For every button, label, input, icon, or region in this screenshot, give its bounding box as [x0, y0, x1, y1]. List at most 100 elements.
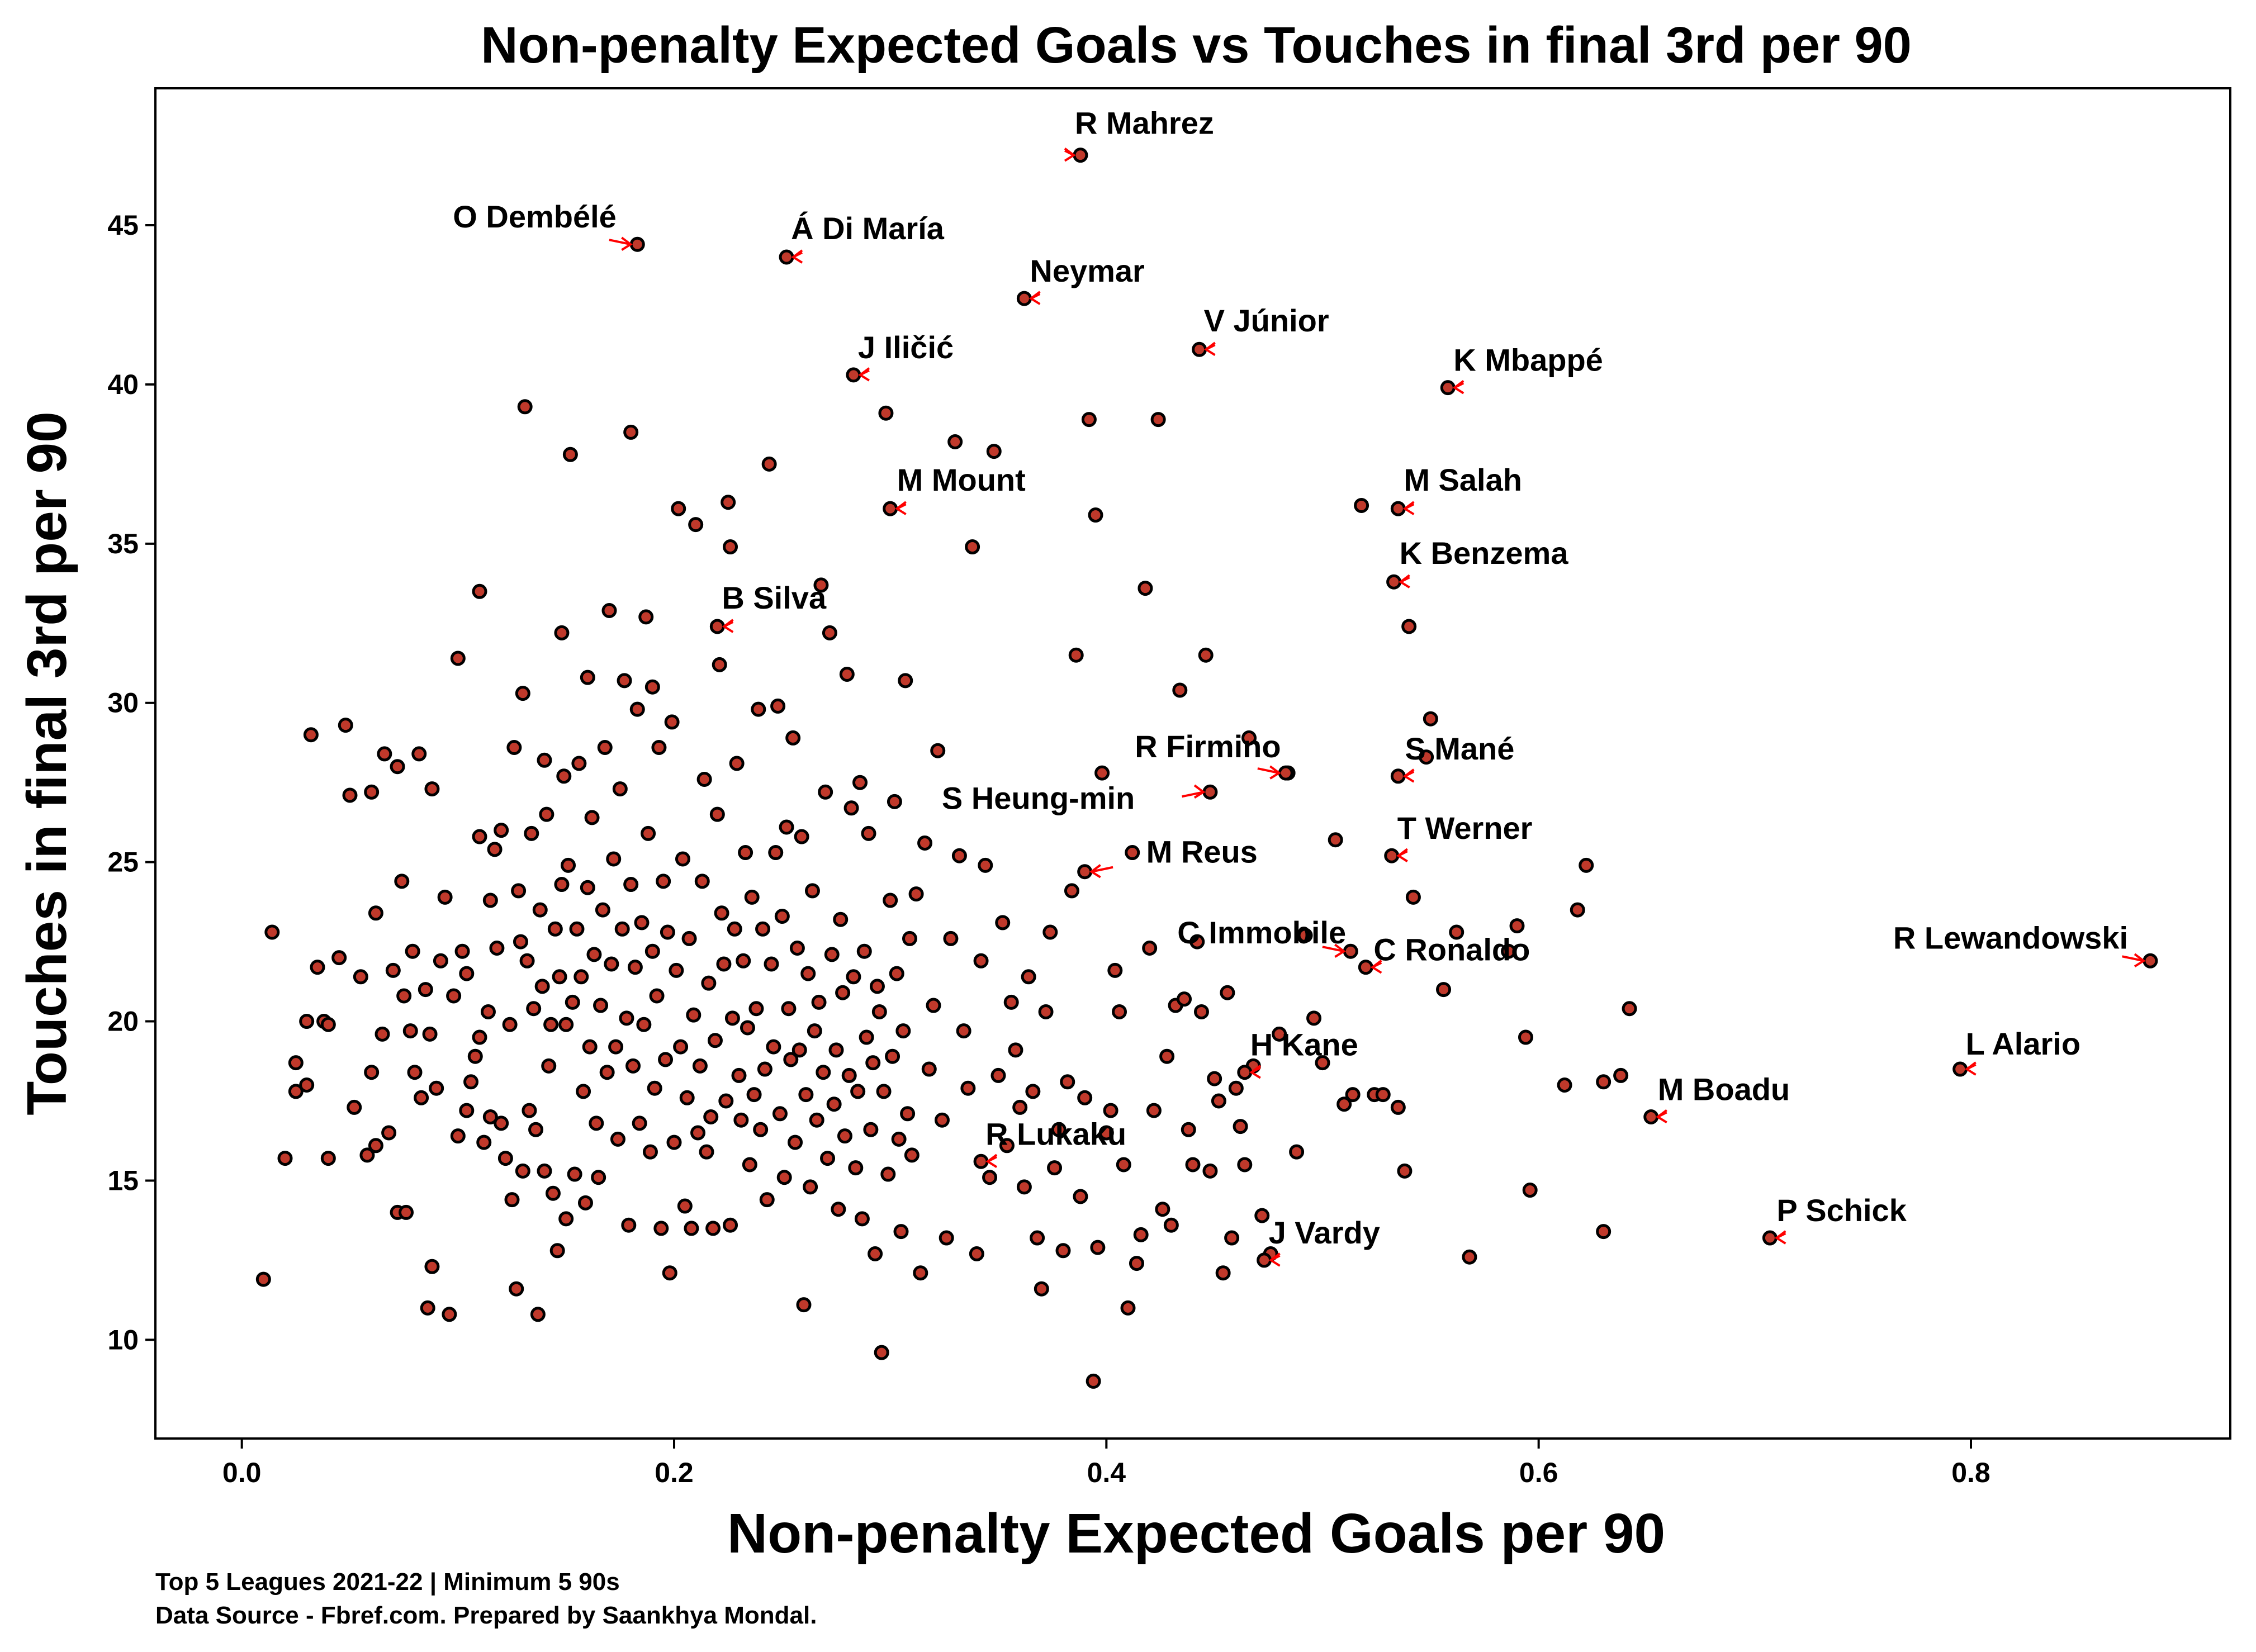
data-point	[1375, 1087, 1391, 1103]
player-label: M Reus	[1146, 834, 1258, 870]
data-point	[1047, 1160, 1063, 1176]
data-point	[999, 1138, 1015, 1153]
data-point	[1016, 1179, 1032, 1195]
data-point	[1518, 1029, 1533, 1045]
data-point	[407, 1065, 423, 1080]
data-point	[545, 1185, 561, 1201]
data-point	[515, 1163, 530, 1179]
data-point	[696, 771, 712, 787]
data-point	[562, 447, 578, 462]
data-point	[895, 1023, 911, 1039]
data-point	[629, 236, 645, 252]
data-point	[757, 1061, 772, 1077]
data-point	[534, 979, 550, 994]
data-point	[537, 1163, 552, 1179]
data-point	[552, 969, 567, 985]
footer-source: Data Source - Fbref.com. Prepared by Saa…	[155, 1602, 817, 1629]
player-label: M Mount	[897, 462, 1026, 497]
data-point	[733, 1112, 749, 1128]
data-point	[880, 1166, 896, 1182]
data-point	[1328, 832, 1343, 848]
data-point	[621, 1217, 637, 1233]
data-point	[1138, 581, 1153, 596]
data-point	[487, 842, 503, 857]
data-point	[1596, 1224, 1612, 1240]
data-point	[644, 679, 660, 695]
data-point	[789, 940, 805, 956]
data-point	[584, 810, 600, 825]
data-point	[783, 1052, 799, 1067]
data-point	[502, 1017, 518, 1032]
data-point	[1116, 1157, 1131, 1172]
data-point	[320, 1017, 336, 1032]
data-point	[1172, 682, 1188, 698]
data-point	[723, 539, 738, 555]
data-point	[1073, 148, 1088, 163]
data-point	[658, 1052, 674, 1067]
data-point	[2143, 953, 2158, 969]
data-point	[908, 886, 924, 902]
data-point	[871, 1004, 887, 1019]
data-point	[554, 625, 570, 640]
x-axis-label: Non-penalty Expected Goals per 90	[727, 1502, 1665, 1565]
data-point	[1025, 1084, 1041, 1099]
annotation-arrowhead	[1029, 291, 1041, 305]
data-point	[759, 1192, 775, 1208]
data-point	[761, 456, 777, 472]
data-point	[1068, 647, 1084, 663]
data-point	[766, 1039, 781, 1055]
data-point	[1233, 1119, 1248, 1134]
data-point	[610, 1131, 625, 1147]
data-point	[865, 1055, 881, 1071]
data-point	[402, 1023, 418, 1039]
y-axis-label: Touches in final 3rd per 90	[16, 411, 78, 1115]
annotation-arrowhead	[1965, 1061, 1977, 1076]
data-point	[904, 1147, 920, 1163]
data-point	[1315, 1055, 1330, 1071]
data-point	[934, 1112, 950, 1128]
data-point	[632, 1115, 647, 1131]
data-point	[506, 740, 522, 756]
data-point	[1297, 928, 1313, 943]
data-point	[1224, 1230, 1240, 1246]
data-point	[852, 775, 868, 790]
data-point	[1012, 1099, 1028, 1115]
data-point	[712, 657, 727, 672]
data-point	[898, 673, 913, 689]
data-point	[729, 756, 745, 771]
data-point	[1038, 1004, 1054, 1019]
data-point	[986, 444, 1002, 459]
annotation-arrowhead	[1249, 1065, 1262, 1079]
data-point	[1021, 969, 1036, 985]
data-point	[694, 874, 710, 889]
data-point	[617, 673, 632, 689]
player-label: H Kane	[1250, 1027, 1358, 1062]
data-point	[599, 1065, 615, 1080]
data-point	[973, 953, 989, 969]
data-point	[1596, 1074, 1612, 1090]
data-point	[561, 857, 576, 873]
data-point	[692, 1058, 708, 1074]
data-point	[375, 1026, 390, 1042]
data-point	[1112, 1004, 1127, 1019]
data-point	[1060, 1074, 1075, 1090]
data-point	[528, 1122, 544, 1137]
data-point	[716, 956, 732, 972]
data-point	[608, 1039, 624, 1055]
annotation-arrowhead	[621, 236, 633, 251]
data-point	[891, 1131, 907, 1147]
data-point	[863, 1122, 879, 1137]
annotation-arrowhead	[985, 1153, 998, 1168]
data-point	[833, 912, 849, 927]
data-point	[1202, 784, 1218, 800]
data-point	[742, 1157, 757, 1172]
data-point	[681, 931, 697, 946]
data-point	[869, 979, 885, 994]
data-point	[671, 501, 686, 516]
data-point	[835, 985, 851, 1000]
annotation-arrow	[2122, 955, 2144, 962]
data-point	[807, 1023, 822, 1039]
data-point	[577, 1195, 593, 1210]
data-point	[1254, 1208, 1270, 1223]
